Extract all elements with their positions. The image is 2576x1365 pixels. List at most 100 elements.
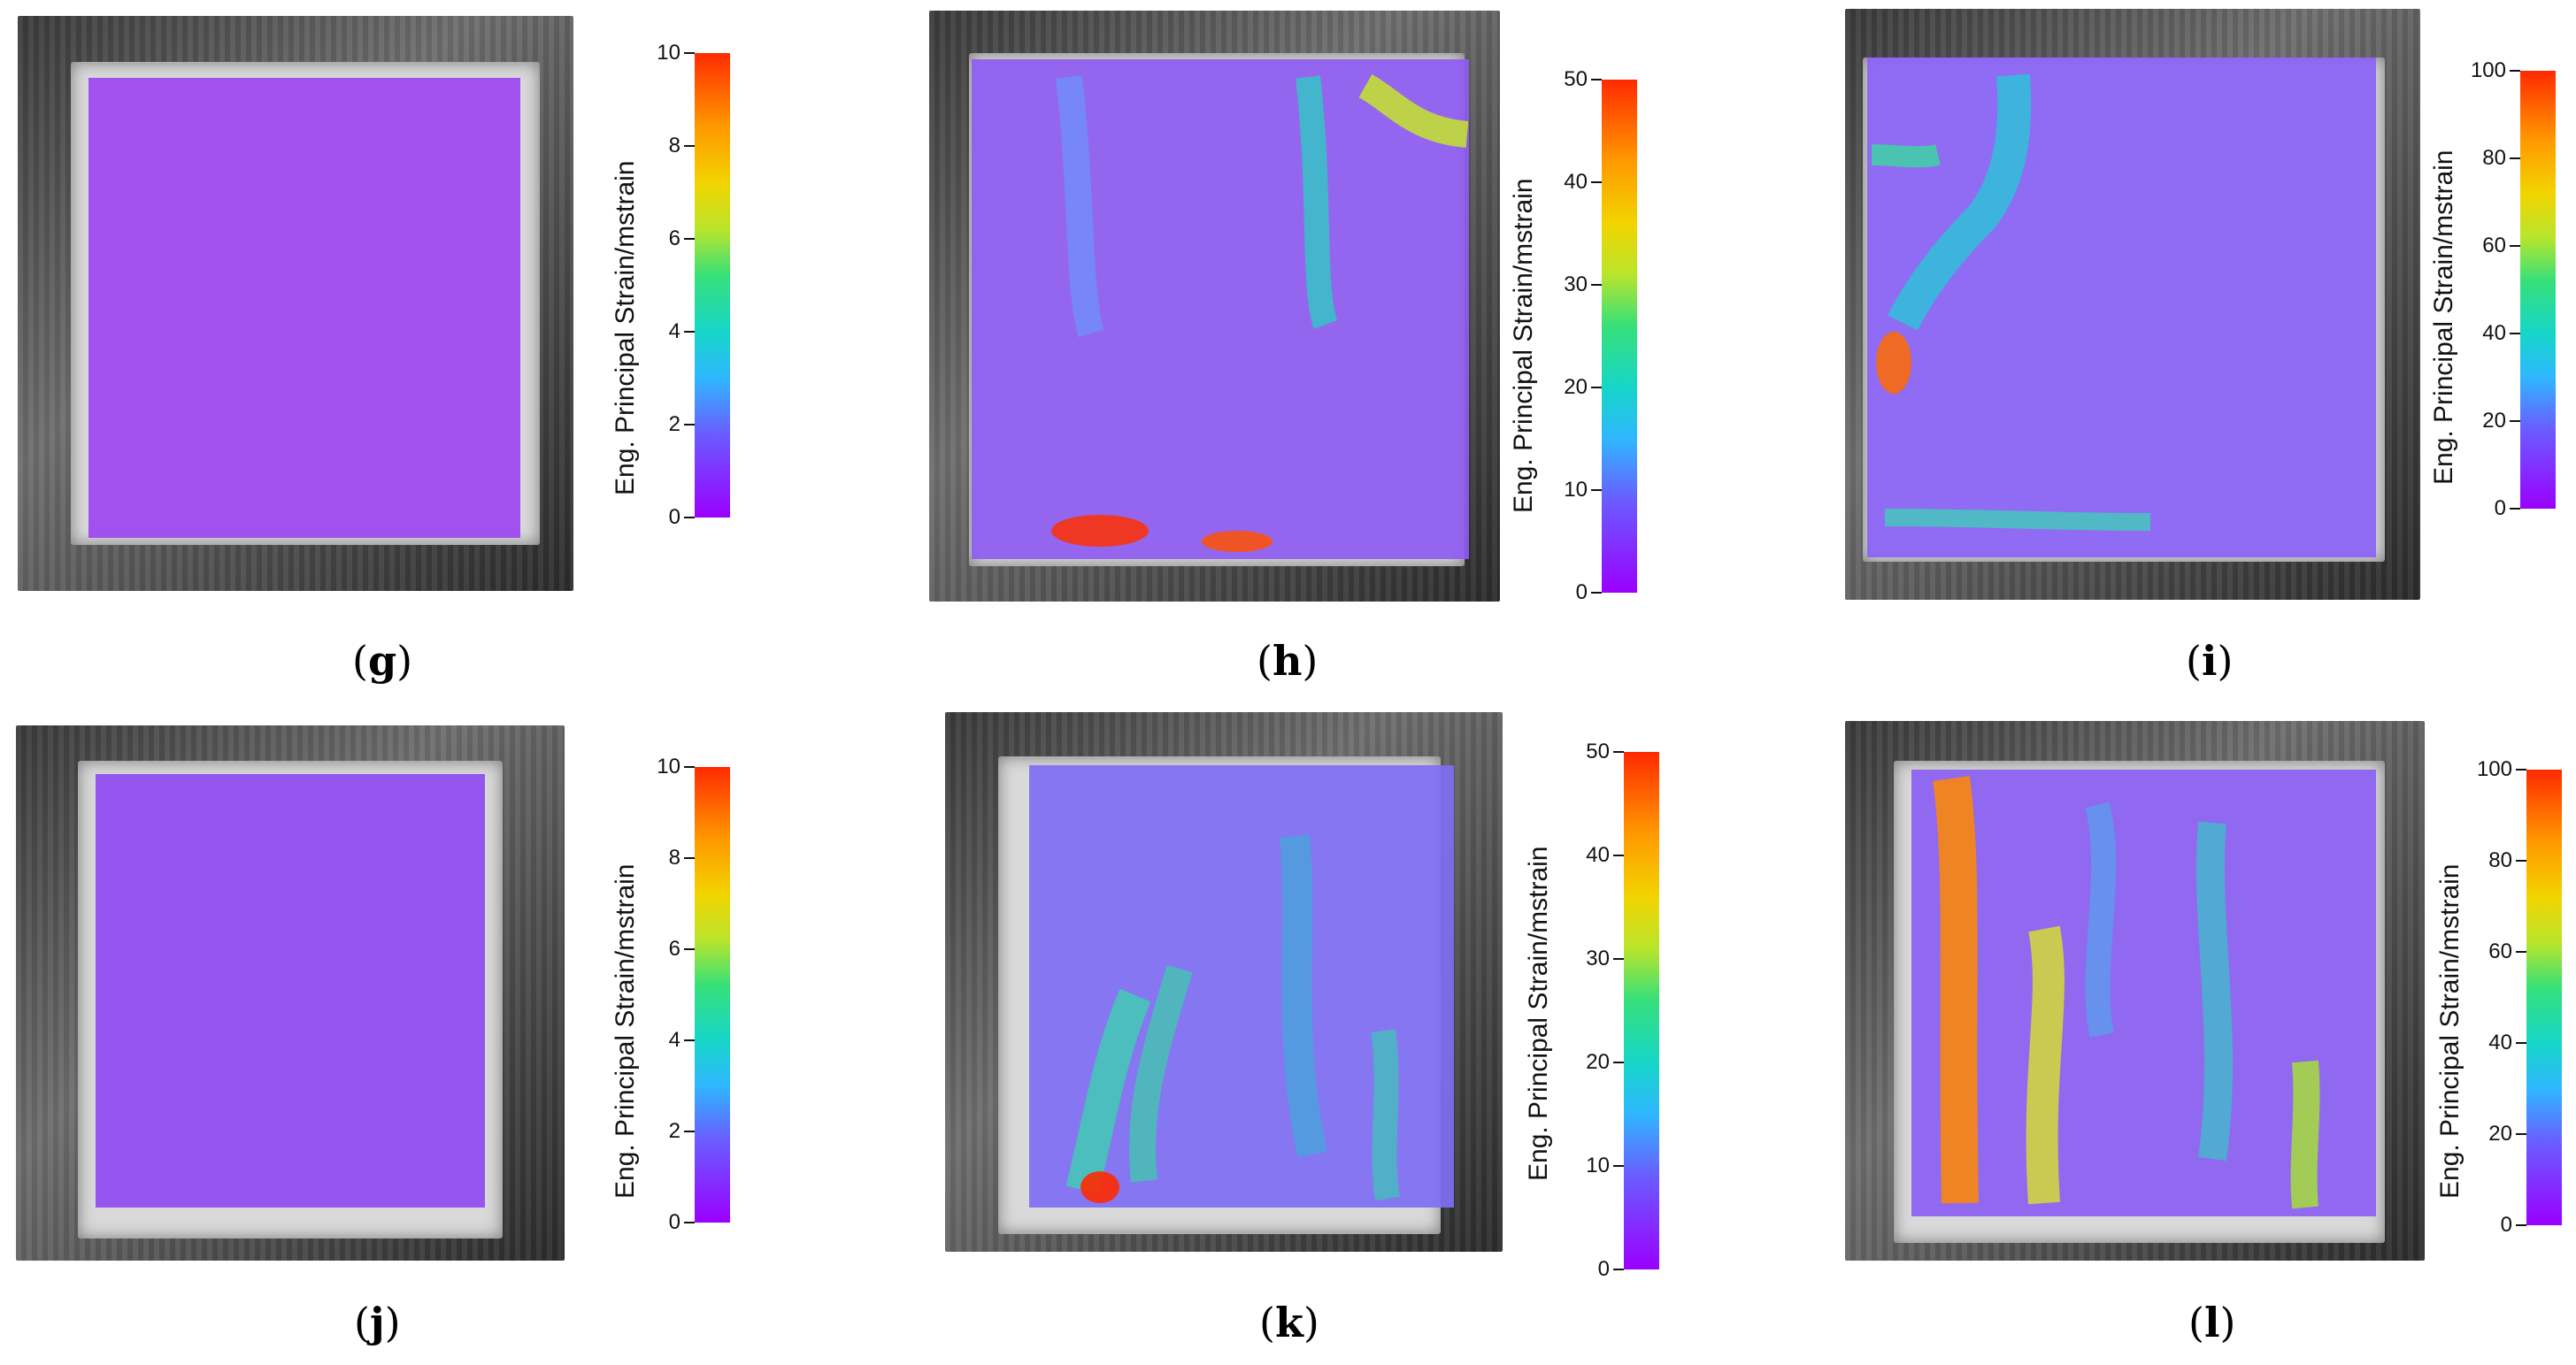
colorbar-title-l: Eng. Principal Strain/mstrain [2435,863,2465,1200]
dic-image-h [929,11,1500,602]
colorbar-tick-j-2 [684,1131,695,1132]
colorbar-tick-label-k-40: 40 [1586,843,1610,867]
colorbar-tick-label-l-100: 100 [2476,757,2512,781]
colorbar-tick-i-100 [2510,70,2520,72]
colorbar-tick-label-g-6: 6 [668,226,681,250]
colorbar-tick-label-g-0: 0 [668,505,681,529]
colorbar-tick-i-80 [2510,157,2520,159]
panel-label-j: (j) [354,1299,401,1346]
colorbar-tick-i-40 [2510,333,2520,334]
colorbar-tick-label-l-0: 0 [2500,1213,2512,1237]
colorbar-tick-j-8 [684,857,695,859]
colorbar-tick-i-0 [2510,508,2520,510]
colorbar-tick-label-k-10: 10 [1586,1154,1610,1177]
colorbar-tick-label-k-30: 30 [1586,947,1610,970]
colorbar-tick-label-k-0: 0 [1597,1257,1610,1281]
panel-label-h: (h) [1257,637,1319,685]
dic-image-i [1845,9,2420,600]
colorbar-g: 10 8 6 4 2 0 [657,41,730,529]
colorbar-tick-h-10 [1591,489,1602,491]
panel-label-k: (k) [1259,1299,1319,1346]
dic-image-j [16,725,565,1261]
strain-overlay-k [1029,765,1454,1208]
colorbar-tick-label-h-10: 10 [1564,478,1588,502]
colorbar-tick-j-6 [684,948,695,950]
colorbar-tick-label-i-40: 40 [2482,321,2506,345]
colorbar-tick-label-i-0: 0 [2494,496,2506,520]
colorbar-tick-label-h-20: 20 [1564,375,1588,399]
colorbar-tick-k-50 [1613,751,1624,753]
colorbar-title-i: Eng. Principal Strain/mstrain [2429,150,2458,486]
colorbar-tick-j-4 [684,1039,695,1041]
colorbar-tick-k-30 [1613,958,1624,960]
colorbar-tick-label-i-100: 100 [2470,58,2506,82]
colorbar-i: 100 80 60 40 20 0 [2471,58,2556,520]
dic-image-k [945,712,1503,1252]
colorbar-tick-label-i-20: 20 [2482,409,2506,433]
colorbar-tick-j-0 [684,1222,695,1223]
colorbar-tick-l-40 [2516,1042,2526,1044]
colorbar-tick-l-20 [2516,1133,2526,1135]
colorbar-tick-label-g-4: 4 [668,319,681,343]
colorbar-tick-label-i-60: 60 [2482,234,2506,257]
colorbar-tick-label-g-10: 10 [657,41,681,65]
strain-overlay-l [1911,770,2376,1216]
colorbar-tick-g-2 [684,424,695,426]
colorbar-tick-k-20 [1613,1062,1624,1063]
colorbar-tick-k-10 [1613,1165,1624,1167]
colorbar-tick-l-100 [2516,769,2526,771]
dic-image-l [1845,721,2425,1261]
colorbar-tick-label-l-80: 80 [2488,848,2512,872]
colorbar-tick-label-h-40: 40 [1564,170,1588,194]
colorbar-tick-label-h-30: 30 [1564,272,1588,296]
colorbar-tick-label-l-60: 60 [2488,939,2512,963]
dic-image-g [18,16,573,591]
colorbar-tick-k-40 [1613,855,1624,856]
colorbar-title-h: Eng. Principal Strain/mstrain [1509,178,1538,514]
colorbar-tick-label-k-50: 50 [1586,740,1610,763]
colorbar-tick-l-0 [2516,1224,2526,1226]
colorbar-tick-g-0 [684,517,695,518]
colorbar-title-j: Eng. Principal Strain/mstrain [611,863,640,1200]
colorbar-tick-label-j-2: 2 [668,1119,681,1143]
colorbar-tick-i-20 [2510,420,2520,422]
panel-label-l: (l) [2188,1299,2236,1346]
colorbar-tick-label-k-20: 20 [1586,1050,1610,1074]
panel-label-g: (g) [352,637,413,685]
strain-overlay-h [972,59,1469,559]
colorbar-tick-g-4 [684,331,695,333]
strain-overlay-i [1867,58,2376,557]
colorbar-tick-label-g-2: 2 [668,412,681,436]
colorbar-tick-label-l-40: 40 [2488,1031,2512,1054]
colorbar-title-g: Eng. Principal Strain/mstrain [611,160,640,496]
strain-overlay-j [96,774,485,1208]
colorbar-tick-h-50 [1591,79,1602,81]
colorbar-tick-label-j-10: 10 [657,755,681,778]
colorbar-tick-i-60 [2510,245,2520,247]
colorbar-tick-label-j-6: 6 [668,937,681,961]
panel-label-i: (i) [2186,637,2234,685]
colorbar-tick-label-l-20: 20 [2488,1122,2512,1146]
colorbar-tick-h-0 [1591,592,1602,594]
colorbar-tick-label-h-50: 50 [1564,67,1588,91]
colorbar-tick-h-20 [1591,387,1602,388]
colorbar-tick-j-10 [684,766,695,768]
colorbar-tick-g-10 [684,52,695,54]
strain-overlay-g [88,78,520,538]
colorbar-j: 10 8 6 4 2 0 [657,755,730,1234]
colorbar-tick-label-j-0: 0 [668,1210,681,1234]
colorbar-tick-l-60 [2516,951,2526,953]
colorbar-k: 50 40 30 20 10 0 [1586,740,1659,1281]
colorbar-tick-label-g-8: 8 [668,134,681,157]
colorbar-h: 50 40 30 20 10 0 [1564,67,1637,604]
colorbar-tick-h-30 [1591,284,1602,286]
colorbar-tick-label-i-80: 80 [2482,146,2506,170]
colorbar-tick-l-80 [2516,860,2526,862]
colorbar-tick-h-40 [1591,181,1602,183]
colorbar-tick-label-j-4: 4 [668,1028,681,1052]
colorbar-tick-k-0 [1613,1269,1624,1270]
colorbar-l: 100 80 60 40 20 0 [2477,757,2562,1237]
colorbar-title-k: Eng. Principal Strain/mstrain [1524,846,1553,1182]
colorbar-tick-label-j-8: 8 [668,846,681,870]
colorbar-tick-label-h-0: 0 [1575,580,1588,604]
